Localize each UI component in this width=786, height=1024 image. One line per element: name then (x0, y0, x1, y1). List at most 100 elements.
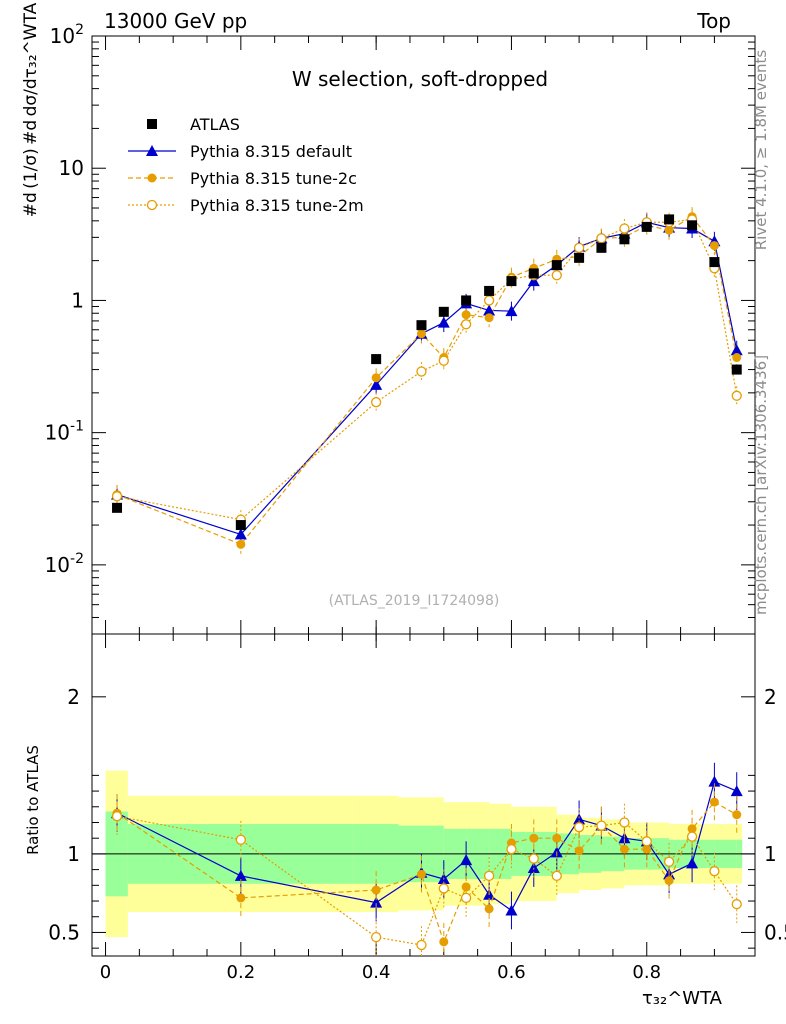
legend-marker (146, 145, 158, 156)
ratio-point (529, 833, 539, 843)
ratio-point (732, 810, 742, 820)
data-point (527, 275, 540, 287)
y-tick-label: 1 (71, 288, 84, 312)
ratio-point (641, 836, 652, 847)
data-point (506, 276, 517, 287)
ratio-point (551, 870, 562, 882)
data-point (732, 353, 742, 363)
ratio-point (642, 844, 652, 854)
series-line-1 (116, 221, 738, 536)
ratio-point (731, 899, 742, 910)
data-point (731, 390, 742, 401)
plot-title: W selection, soft-dropped (292, 67, 548, 91)
ratio-point (709, 797, 719, 807)
ratio-line-3 (116, 815, 738, 946)
data-point (483, 295, 495, 306)
ratio-point (371, 885, 381, 895)
data-point (596, 242, 607, 253)
ratio-point (461, 882, 471, 892)
data-point (573, 242, 585, 253)
data-point (371, 373, 381, 383)
ratio-point (596, 820, 607, 831)
ratio-point (506, 844, 517, 855)
ratio-series (111, 762, 743, 956)
data-point (483, 304, 496, 316)
data-point (416, 366, 427, 377)
ratio-point (460, 892, 472, 904)
data-point (505, 305, 518, 317)
ratio-point (439, 937, 449, 947)
data-point (709, 257, 720, 268)
legend: ATLAS Pythia 8.315 default Pythia 8.315 tu… (128, 115, 364, 215)
ratio-point (416, 939, 427, 951)
ratio-point (438, 883, 449, 894)
x-tick-label: 0.8 (632, 962, 661, 983)
data-point (484, 313, 494, 323)
ratio-point (708, 775, 721, 787)
ratio-point (528, 853, 539, 864)
ratio-point (573, 822, 585, 833)
data-point (551, 260, 562, 271)
data-point (460, 319, 472, 330)
data-point (528, 268, 539, 279)
ratio-point (619, 844, 629, 854)
data-point (112, 502, 123, 513)
data-point (370, 378, 383, 390)
ratio-y-tick-label-right: 0.5 (764, 920, 786, 944)
ratio-point (686, 831, 698, 842)
ratio-point (527, 862, 540, 874)
ratio-point (618, 832, 631, 844)
data-point (596, 233, 607, 244)
series-line-2 (116, 215, 738, 546)
y-tick-label: 10 (59, 156, 84, 180)
legend-marker (146, 199, 158, 211)
data-point (664, 214, 675, 225)
ratio-y-tick-label-right: 2 (764, 685, 777, 709)
data-point (234, 528, 247, 540)
ratio-y-tick-label: 0.5 (48, 920, 80, 944)
ratio-point (552, 833, 562, 843)
main-y-axis-label: #d (1/σ) #d dσ/dτ₃₂^WTA (21, 2, 41, 217)
legend-marker (147, 173, 157, 183)
data-point (484, 285, 495, 296)
watermark: (ATLAS_2019_I1724098) (329, 593, 500, 609)
series-line-3 (116, 218, 738, 521)
ratio-point (709, 866, 720, 877)
ratio-point (505, 904, 518, 916)
data-point (437, 316, 450, 328)
ratio-line-1 (116, 780, 737, 912)
ratio-point (370, 896, 383, 908)
ratio-point (730, 785, 743, 797)
data-point (236, 539, 246, 549)
x-tick-label: 0.2 (227, 962, 256, 983)
data-point (370, 397, 382, 408)
y-tick-label: 10-1 (45, 419, 84, 445)
data-point (371, 354, 382, 365)
ratio-y-tick-label-right: 1 (764, 842, 777, 866)
data-point (619, 234, 630, 245)
data-point (438, 355, 449, 366)
data-point (664, 225, 674, 235)
legend-label: ATLAS (190, 115, 240, 134)
ratio-y-tick-label: 1 (67, 842, 80, 866)
data-point (709, 241, 719, 251)
ratio-uncertainty-bands (92, 770, 755, 938)
ratio-point (484, 904, 494, 914)
data-point (235, 520, 246, 531)
axis-ticks: 0 0.2 0.4 0.6 0.8 10-2 10-1 1 10 102 0.5 0.5 1 1 2 2 (45, 22, 786, 983)
ratio-y-label: Ratio to ATLAS (24, 745, 42, 855)
x-axis-label: τ₃₂^WTA (642, 988, 723, 1009)
ratio-point (573, 813, 586, 825)
mcplots-label: mcplots.cern.ch [arXiv:1306.3436] (752, 355, 770, 615)
x-tick-label: 0.6 (497, 962, 526, 983)
process-label: Top (696, 9, 731, 33)
ratio-point (234, 869, 247, 881)
data-point (461, 310, 471, 320)
ratio-point (236, 893, 246, 903)
data-point (687, 220, 698, 231)
ratio-point (483, 870, 495, 882)
main-series (111, 207, 743, 554)
energy-label: 13000 GeV pp (104, 9, 247, 33)
ratio-point (370, 932, 382, 943)
y-tick-label: 102 (50, 22, 84, 48)
